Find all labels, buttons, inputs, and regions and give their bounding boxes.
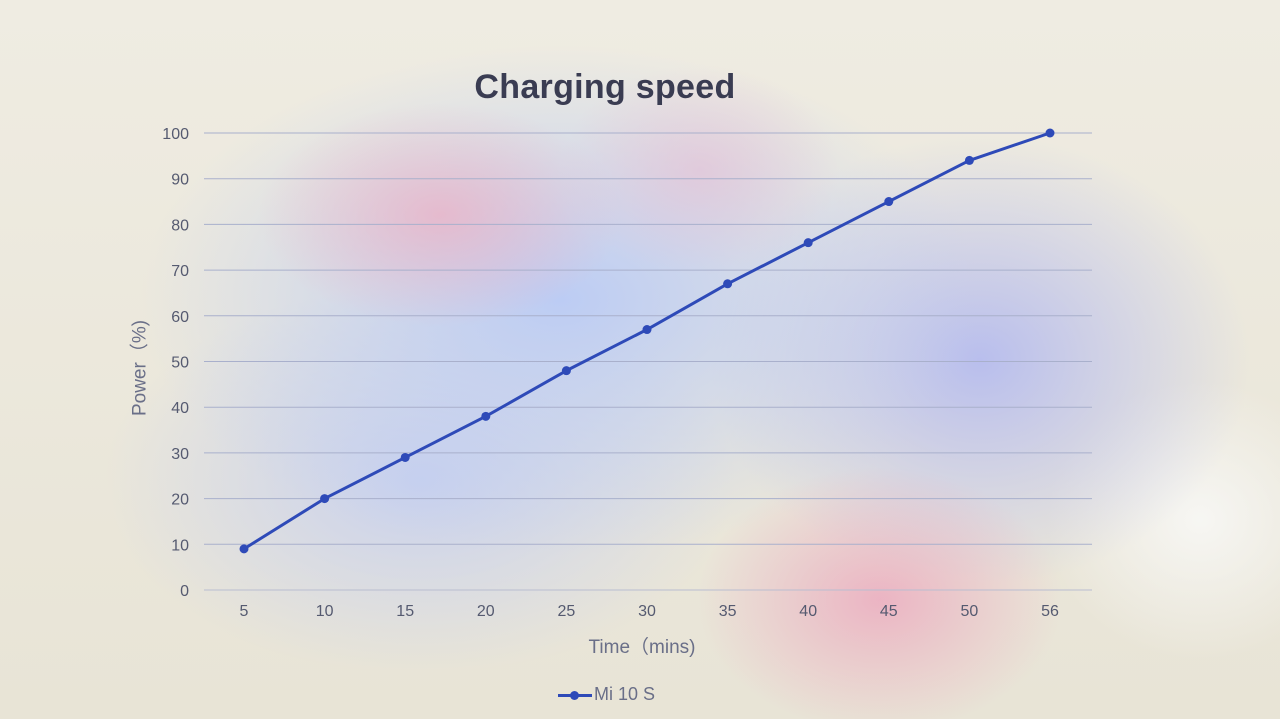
x-tick-label: 20 — [477, 603, 495, 620]
y-tick-label: 70 — [171, 263, 189, 280]
legend: Mi 10 S — [558, 684, 655, 705]
x-tick-label: 40 — [799, 603, 817, 620]
data-point — [561, 366, 571, 376]
y-tick-label: 30 — [171, 446, 189, 463]
y-tick-label: 50 — [171, 355, 189, 372]
data-point — [642, 325, 652, 335]
y-tick-label: 60 — [171, 309, 189, 326]
y-axis-ticks: 0 10 20 30 40 50 60 70 80 90 100 — [162, 126, 189, 600]
x-tick-label: 30 — [638, 603, 656, 620]
data-point — [803, 238, 813, 248]
data-point — [400, 452, 410, 462]
y-tick-label: 40 — [171, 400, 189, 417]
data-point — [1045, 128, 1055, 138]
y-tick-label: 90 — [171, 172, 189, 189]
data-point — [239, 544, 249, 554]
chart-title: Charging speed — [474, 68, 736, 106]
x-axis-ticks: 5 10 15 20 25 30 35 40 45 50 56 — [240, 603, 1059, 620]
data-point — [884, 197, 894, 207]
series-lines — [239, 128, 1055, 554]
y-tick-label: 10 — [171, 537, 189, 554]
y-tick-label: 100 — [162, 126, 189, 143]
x-tick-label: 25 — [558, 603, 576, 620]
x-tick-label: 35 — [719, 603, 737, 620]
x-tick-label: 50 — [961, 603, 979, 620]
data-point — [964, 155, 974, 165]
x-tick-label: 10 — [316, 603, 334, 620]
legend-line-marker-icon — [558, 688, 592, 702]
y-tick-label: 80 — [171, 217, 189, 234]
y-tick-label: 20 — [171, 492, 189, 509]
x-tick-label: 5 — [240, 603, 249, 620]
x-tick-label: 45 — [880, 603, 898, 620]
series-line-0 — [242, 131, 1052, 551]
y-tick-label: 0 — [180, 583, 189, 600]
x-tick-label: 56 — [1041, 603, 1059, 620]
x-axis-label: Time（mins) — [588, 637, 696, 658]
gridlines — [204, 132, 1092, 591]
x-tick-label: 15 — [396, 603, 414, 620]
data-point — [481, 411, 491, 421]
y-axis-label: Power（%) — [129, 319, 151, 417]
legend-entry-label: Mi 10 S — [594, 684, 656, 704]
data-point — [320, 494, 330, 504]
data-point — [723, 279, 733, 289]
